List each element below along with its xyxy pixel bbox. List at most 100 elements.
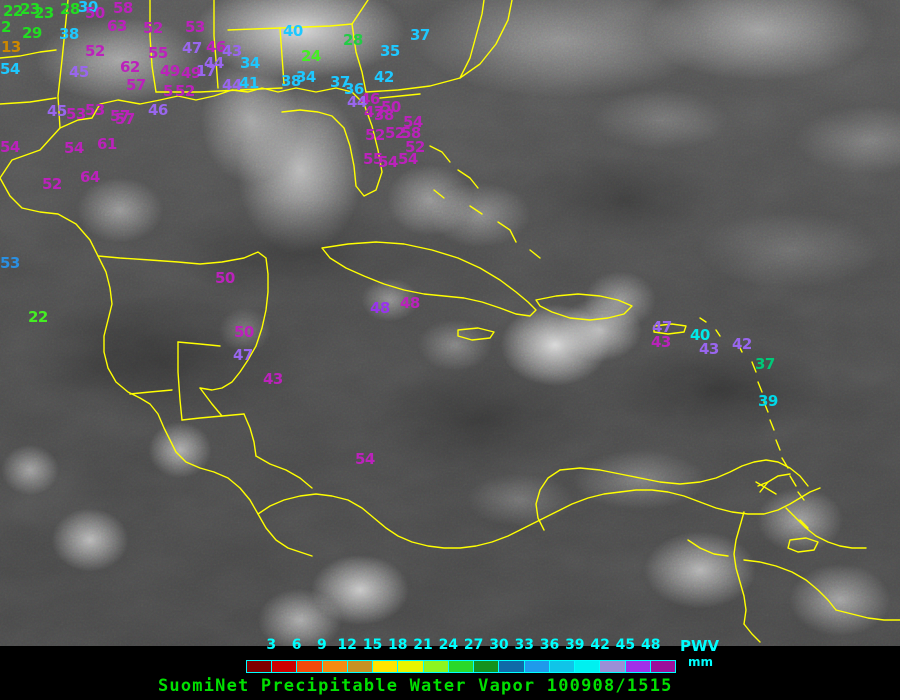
station-pwv-value: 63 [107, 17, 127, 35]
station-pwv-value: 34 [296, 68, 316, 86]
station-pwv-value: 38 [59, 25, 79, 43]
station-pwv-value: 47 [233, 346, 253, 364]
station-pwv-value: 42 [374, 68, 394, 86]
station-pwv-value: 50 [234, 323, 254, 341]
station-pwv-value: 40 [690, 326, 710, 344]
station-pwv-value: 28 [60, 0, 80, 18]
station-pwv-value: 43 [699, 340, 719, 358]
station-pwv-value: 54 [64, 139, 84, 157]
colorbar-segment-1 [272, 661, 298, 672]
colorbar-segment-12 [549, 661, 576, 672]
colorbar-tick-12: 12 [337, 637, 357, 653]
station-pwv-value: 40 [283, 22, 303, 40]
colorbar-tick-9: 9 [317, 637, 327, 653]
colorbar-segment-15 [625, 661, 651, 672]
station-pwv-value: 24 [301, 47, 321, 65]
colorbar-segment-11 [524, 661, 550, 672]
station-pwv-value: 50 [215, 269, 235, 287]
station-pwv-value: 46 [148, 101, 168, 119]
colorbar-segment-8 [448, 661, 475, 672]
station-pwv-value: 47 [364, 103, 384, 121]
colorbar-segment-2 [297, 661, 323, 672]
station-pwv-value: 22 [28, 308, 48, 326]
station-pwv-value: 54 [403, 113, 423, 131]
colorbar-tick-3: 3 [266, 637, 277, 653]
station-pwv-value: 54 [378, 153, 398, 171]
pwv-units-label: mm [688, 655, 714, 669]
station-pwv-value: 41 [239, 74, 259, 92]
station-pwv-value: 44 [204, 54, 224, 72]
station-pwv-value: 52 [175, 82, 195, 100]
station-pwv-value: 52 [143, 19, 163, 37]
colorbar-segment-7 [423, 661, 449, 672]
station-pwv-value: 49 [181, 64, 201, 82]
colorbar-tick-36: 36 [539, 637, 560, 653]
colorbar-tick-6: 6 [291, 637, 302, 653]
cloud-texture-detail [0, 0, 900, 646]
station-pwv-value: 54 [0, 60, 20, 78]
colorbar-segment-0 [247, 661, 273, 672]
station-pwv-value: 54 [355, 450, 375, 468]
station-pwv-value: 46 [206, 38, 226, 56]
colorbar-tick-27: 27 [463, 637, 484, 653]
pwv-variable-label: PWV [680, 637, 720, 655]
station-pwv-value: 44 [347, 93, 367, 111]
colorbar [246, 660, 676, 673]
colorbar-segment-16 [650, 661, 675, 672]
station-pwv-value: 61 [97, 135, 117, 153]
colorbar-segment-14 [600, 661, 626, 672]
station-pwv-value: 50 [85, 4, 105, 22]
station-pwv-value: 54 [0, 138, 20, 156]
colorbar-segment-3 [322, 661, 348, 672]
station-pwv-value: 52 [85, 42, 105, 60]
station-pwv-value: 57 [126, 76, 146, 94]
colorbar-tick-45: 45 [615, 637, 636, 653]
colorbar-segment-9 [474, 661, 500, 672]
station-pwv-value: 36 [344, 80, 364, 98]
station-pwv-value: 55 [363, 150, 383, 168]
colorbar-segment-5 [373, 661, 399, 672]
station-pwv-value: 23 [20, 0, 40, 18]
station-pwv-value: 38 [374, 106, 394, 124]
station-pwv-value: 17 [196, 62, 216, 80]
station-pwv-value: 39 [758, 392, 778, 410]
station-pwv-value: 30 [78, 0, 98, 16]
colorbar-tick-48: 48 [640, 637, 661, 653]
station-pwv-value: 53 [185, 18, 205, 36]
colorbar-tick-33: 33 [514, 637, 534, 653]
station-pwv-value: 45 [47, 102, 67, 120]
station-pwv-value: 29 [22, 24, 42, 42]
station-pwv-value: 53 [85, 101, 105, 119]
colorbar-tick-30: 30 [489, 637, 509, 653]
station-pwv-value: 48 [370, 299, 390, 317]
colorbar-segment-4 [347, 661, 374, 672]
station-pwv-value: 52 [405, 138, 425, 156]
station-pwv-value: 58 [401, 124, 421, 142]
station-pwv-value: 35 [380, 42, 400, 60]
station-pwv-value: 37 [330, 73, 350, 91]
station-pwv-value: 53 [0, 254, 20, 272]
station-pwv-value: 57 [115, 110, 135, 128]
station-pwv-value: 47 [182, 39, 202, 57]
colorbar-segment-6 [398, 661, 424, 672]
station-pwv-value: 34 [240, 54, 260, 72]
station-pwv-value: 52 [385, 124, 405, 142]
colorbar-tick-42: 42 [590, 637, 610, 653]
coastline-overlay [0, 0, 900, 643]
colorbar-tick-24: 24 [438, 637, 459, 653]
station-pwv-value: 38 [281, 72, 301, 90]
product-title: SuomiNet Precipitable Water Vapor 100908… [158, 676, 673, 696]
station-pwv-value: 37 [755, 355, 775, 373]
station-pwv-value: 43 [222, 42, 242, 60]
station-pwv-value: 58 [113, 0, 133, 17]
station-pwv-value: 45 [69, 63, 89, 81]
station-pwv-value: 62 [120, 58, 140, 76]
station-pwv-value: 53 [66, 105, 86, 123]
colorbar-tick-15: 15 [362, 637, 383, 653]
legend-footer: 3 6 9 12 15 18 21 24 27 30 33 36 39 42 45 48 PWV mm Suo… [0, 637, 900, 700]
station-pwv-value: 5 [163, 82, 173, 100]
station-pwv-value: 49 [160, 62, 180, 80]
station-pwv-value: 52 [42, 175, 62, 193]
colorbar-segment-10 [499, 661, 525, 672]
station-pwv-value: 13 [1, 38, 21, 56]
